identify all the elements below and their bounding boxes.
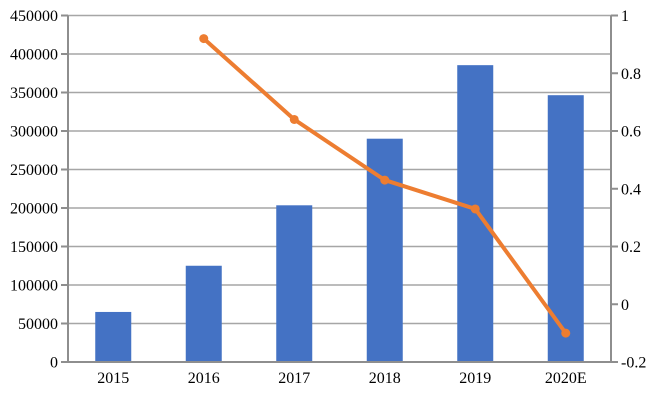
x-axis-category-label: 2017	[278, 370, 310, 387]
left-axis-tick-label: 200000	[10, 201, 58, 218]
left-axis-tick-label: 100000	[10, 278, 58, 295]
bar-2020E	[547, 95, 584, 362]
left-axis-tick-label: 350000	[10, 85, 58, 102]
x-axis-category-label: 2016	[188, 370, 220, 387]
bar-2015	[95, 311, 132, 362]
bar-2019	[457, 65, 494, 362]
bar-2017	[276, 205, 313, 362]
x-axis-category-label: 2018	[369, 370, 401, 387]
trend-line-marker-2019	[470, 204, 480, 214]
right-axis-tick-label: -0.2	[621, 355, 646, 372]
trend-line-marker-2020E	[561, 328, 571, 338]
left-axis-tick-label: 400000	[10, 47, 58, 64]
trend-line-marker-2018	[380, 175, 390, 185]
left-axis-tick-label: 50000	[18, 316, 58, 333]
trend-line-marker-2017	[289, 114, 299, 124]
right-axis-tick-label: 0.6	[621, 124, 641, 141]
trend-line-marker-2016	[199, 34, 209, 44]
x-axis-category-label: 2020E	[545, 370, 587, 387]
left-axis-tick-label: 150000	[10, 239, 58, 256]
left-axis-tick-label: 450000	[10, 8, 58, 25]
right-axis-tick-label: 0.8	[621, 66, 641, 83]
bar-2016	[185, 265, 222, 362]
x-axis-category-label: 2015	[97, 370, 129, 387]
right-axis-tick-label: 0	[621, 297, 629, 314]
right-axis-tick-label: 0.2	[621, 239, 641, 256]
left-axis-tick-label: 0	[50, 355, 58, 372]
right-axis-tick-label: 0.4	[621, 181, 641, 198]
x-axis-category-label: 2019	[459, 370, 491, 387]
left-axis-tick-label: 250000	[10, 162, 58, 179]
right-axis-tick-label: 1	[621, 8, 629, 25]
left-axis-tick-label: 300000	[10, 124, 58, 141]
